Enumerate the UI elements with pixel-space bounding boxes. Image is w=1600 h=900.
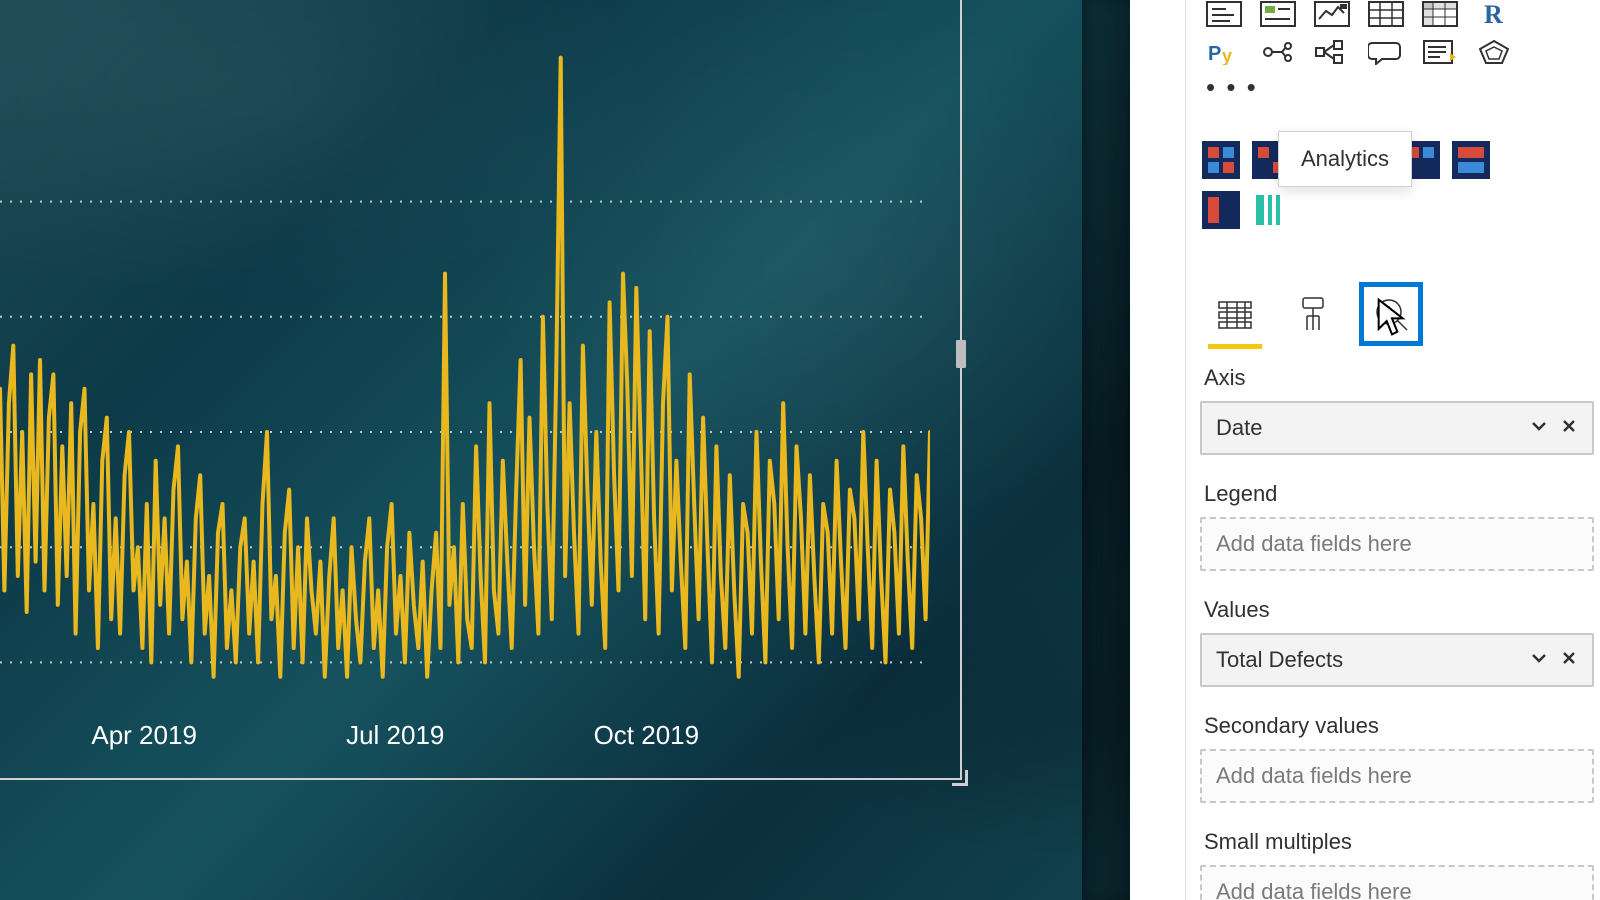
viz-decomposition-icon[interactable] <box>1308 38 1356 66</box>
legend-field-well[interactable]: Add data fields here <box>1200 517 1594 571</box>
viz-gallery-row1: R <box>1200 0 1594 28</box>
values-field-well[interactable]: Total Defects <box>1200 633 1594 687</box>
analytics-tooltip: Analytics <box>1278 131 1412 187</box>
x-axis-tick: Jul 2019 <box>346 720 444 751</box>
viz-gallery-row2: Py <box>1200 38 1594 66</box>
viz-table-icon[interactable] <box>1362 0 1410 28</box>
chart-x-axis: Apr 2019 Jul 2019 Oct 2019 <box>0 720 930 770</box>
viz-card-icon[interactable] <box>1200 0 1248 28</box>
custom-viz-row: Analytics <box>1200 139 1594 181</box>
values-section-label: Values <box>1200 597 1594 623</box>
canvas-edge-shadow <box>1082 0 1130 900</box>
custom-viz-5[interactable] <box>1200 189 1242 231</box>
resize-handle-right[interactable] <box>956 340 966 368</box>
secondary-field-well[interactable]: Add data fields here <box>1200 749 1594 803</box>
viz-r-icon[interactable]: R <box>1470 0 1518 28</box>
small-multiples-placeholder: Add data fields here <box>1216 879 1412 900</box>
axis-field-remove[interactable] <box>1560 417 1578 440</box>
line-chart[interactable] <box>0 0 930 720</box>
axis-field-name: Date <box>1216 415 1262 441</box>
report-canvas[interactable]: Apr 2019 Jul 2019 Oct 2019 <box>0 0 1185 900</box>
viz-smartnarrative-icon[interactable] <box>1416 38 1464 66</box>
axis-section-label: Axis <box>1200 365 1594 391</box>
axis-field-well[interactable]: Date <box>1200 401 1594 455</box>
legend-placeholder: Add data fields here <box>1216 531 1412 557</box>
values-field-dropdown[interactable] <box>1530 649 1548 672</box>
viz-qna-icon[interactable] <box>1362 38 1410 66</box>
canvas-edge-gap <box>1130 0 1185 900</box>
viz-kpi-icon[interactable] <box>1308 0 1356 28</box>
viz-more-icon[interactable]: • • • <box>1200 72 1594 103</box>
analytics-tab[interactable] <box>1366 289 1416 339</box>
secondary-section-label: Secondary values <box>1200 713 1594 739</box>
visualizations-pane: R Py • • • Analytics Ax <box>1185 0 1600 900</box>
visual-selection-frame: Apr 2019 Jul 2019 Oct 2019 <box>0 0 962 780</box>
viz-keyinfluencers-icon[interactable] <box>1254 38 1302 66</box>
viz-python-icon[interactable]: Py <box>1200 38 1248 66</box>
custom-viz-1[interactable] <box>1200 139 1242 181</box>
fields-tab[interactable] <box>1210 289 1260 339</box>
custom-viz-row2 <box>1200 189 1594 231</box>
pane-tabs <box>1200 289 1594 339</box>
custom-viz-4[interactable] <box>1450 139 1492 181</box>
values-field-remove[interactable] <box>1560 649 1578 672</box>
values-field-name: Total Defects <box>1216 647 1343 673</box>
svg-text:y: y <box>1222 46 1232 65</box>
small-multiples-section-label: Small multiples <box>1200 829 1594 855</box>
legend-section-label: Legend <box>1200 481 1594 507</box>
x-axis-tick: Apr 2019 <box>91 720 197 751</box>
custom-viz-6[interactable] <box>1250 189 1292 231</box>
viz-paginated-icon[interactable] <box>1470 38 1518 66</box>
svg-text:P: P <box>1208 43 1221 65</box>
secondary-placeholder: Add data fields here <box>1216 763 1412 789</box>
viz-multirow-icon[interactable] <box>1254 0 1302 28</box>
small-multiples-field-well[interactable]: Add data fields here <box>1200 865 1594 900</box>
x-axis-tick: Oct 2019 <box>594 720 700 751</box>
format-tab[interactable] <box>1288 289 1338 339</box>
svg-text:R: R <box>1484 1 1503 27</box>
chart-series-line <box>0 58 930 677</box>
resize-handle-corner[interactable] <box>952 770 968 786</box>
viz-matrix-icon[interactable] <box>1416 0 1464 28</box>
axis-field-dropdown[interactable] <box>1530 417 1548 440</box>
